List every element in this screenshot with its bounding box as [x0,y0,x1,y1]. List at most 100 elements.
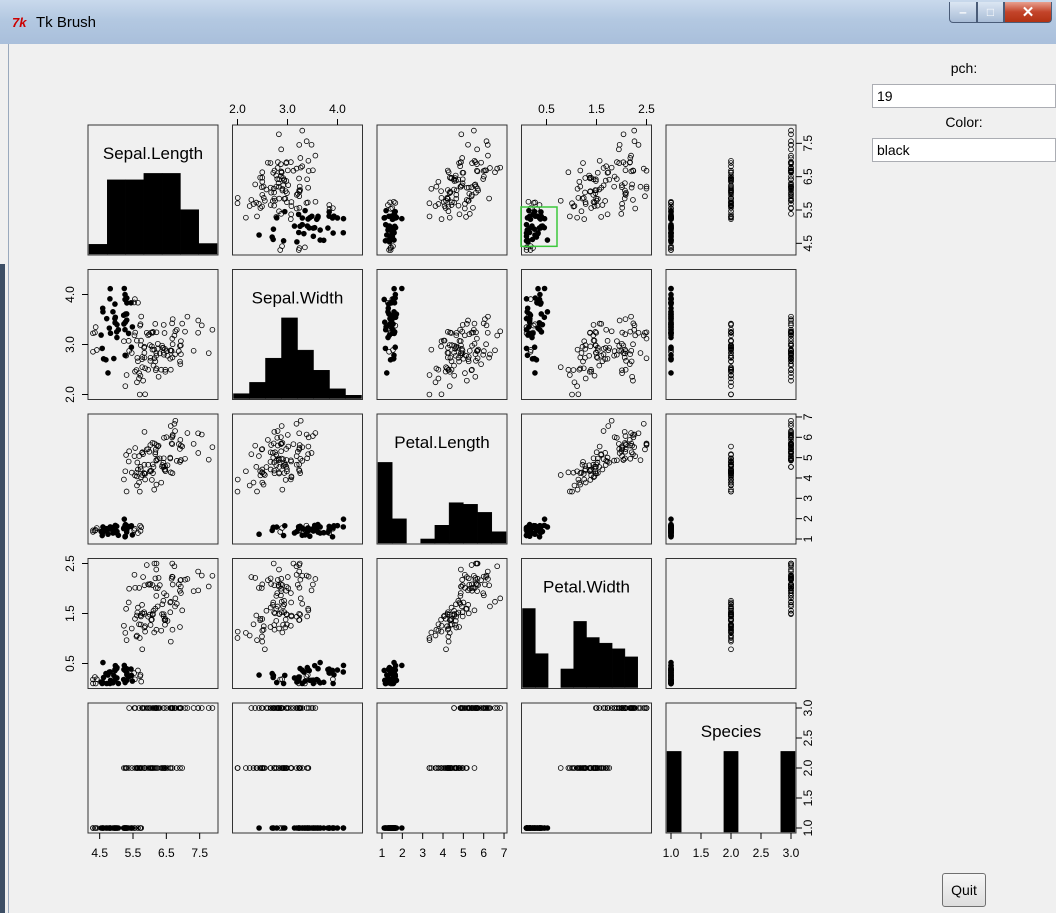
data-point [195,317,202,324]
data-point [484,568,491,575]
brushed-point [110,309,116,315]
brushed-point [340,524,347,530]
data-point [575,195,582,201]
data-point [631,326,638,333]
brushed-point [115,532,122,539]
tick-label: 0.5 [538,102,555,116]
data-point [263,186,270,193]
data-point [259,446,266,452]
brushed-point [99,305,106,312]
data-point [288,203,295,209]
data-point [265,705,271,711]
data-point [788,581,794,588]
data-point [456,211,463,218]
data-point [151,440,158,447]
data-point [126,348,132,354]
brushed-point [299,680,306,687]
data-point [593,705,600,711]
data-point [604,170,611,176]
minimize-icon: ‒ [959,5,967,19]
data-point [582,342,589,348]
pch-input[interactable] [872,84,1056,108]
data-point [121,338,127,345]
tick-label: 2.0 [723,846,740,860]
panel-2-4 [665,413,797,545]
title-bar[interactable]: 7k Tk Brush ‒ □ ✕ [0,0,1056,44]
data-point [256,201,262,207]
data-point [167,599,173,606]
data-point [386,247,392,253]
data-point [154,603,161,610]
data-point [480,176,486,182]
data-point [445,208,452,215]
data-point [637,350,644,356]
data-point [195,430,201,437]
brushed-point [299,221,306,228]
data-point [139,610,146,617]
data-point [728,163,734,170]
data-point [253,199,260,206]
data-point [125,765,132,771]
brushed-point [668,319,674,326]
data-point [253,612,260,619]
data-point [310,433,316,439]
data-point [160,597,167,604]
brushed-point [537,321,544,327]
brushed-point [310,680,317,687]
data-point [486,582,492,589]
data-point [278,441,284,447]
tick-label: 4.5 [801,235,815,252]
histogram-bar [573,621,587,688]
data-point [297,595,304,602]
brushed-point [391,229,397,236]
maximize-button[interactable]: □ [977,2,1004,23]
brushed-point [302,207,308,214]
data-point [140,377,146,384]
data-point [136,488,143,495]
data-point [619,329,626,336]
data-point [128,469,135,476]
data-point [497,705,504,711]
data-point [290,560,297,567]
data-point [262,646,268,653]
data-point [147,355,154,361]
data-point [167,469,174,476]
brushed-point [334,825,341,831]
tick-label: 2.5 [638,102,655,116]
data-point [567,488,573,495]
color-input[interactable] [872,138,1056,162]
data-point [265,437,271,443]
data-point [630,320,637,327]
data-point [457,590,464,596]
data-point [296,568,303,575]
tick-label: 2.0 [63,386,77,403]
data-point [474,167,480,174]
close-button[interactable]: ✕ [1004,2,1052,23]
brushed-point [387,234,394,240]
data-point [575,476,582,483]
data-point [428,346,435,353]
scatterplot-matrix[interactable]: Sepal.Length Sepal.Width Petal.Length Petal… [10,44,870,913]
quit-button[interactable]: Quit [942,873,986,907]
data-point [788,450,794,456]
brushed-point [107,524,114,530]
data-point [441,612,448,619]
data-point [728,211,734,218]
data-point [728,366,734,373]
data-point [172,351,178,358]
data-point [596,362,603,369]
brushed-point [105,370,111,376]
data-point [788,131,794,138]
data-point [234,476,241,483]
panel-1-1: Sepal.Width [232,269,363,400]
data-point [159,344,166,351]
data-point [596,186,603,193]
minimize-button[interactable]: ‒ [949,2,977,23]
data-point [596,158,603,164]
data-point [788,593,794,599]
data-point [603,326,610,333]
data-point [451,186,457,193]
data-point [284,705,291,711]
data-point [449,342,455,348]
brushed-point [304,223,311,229]
